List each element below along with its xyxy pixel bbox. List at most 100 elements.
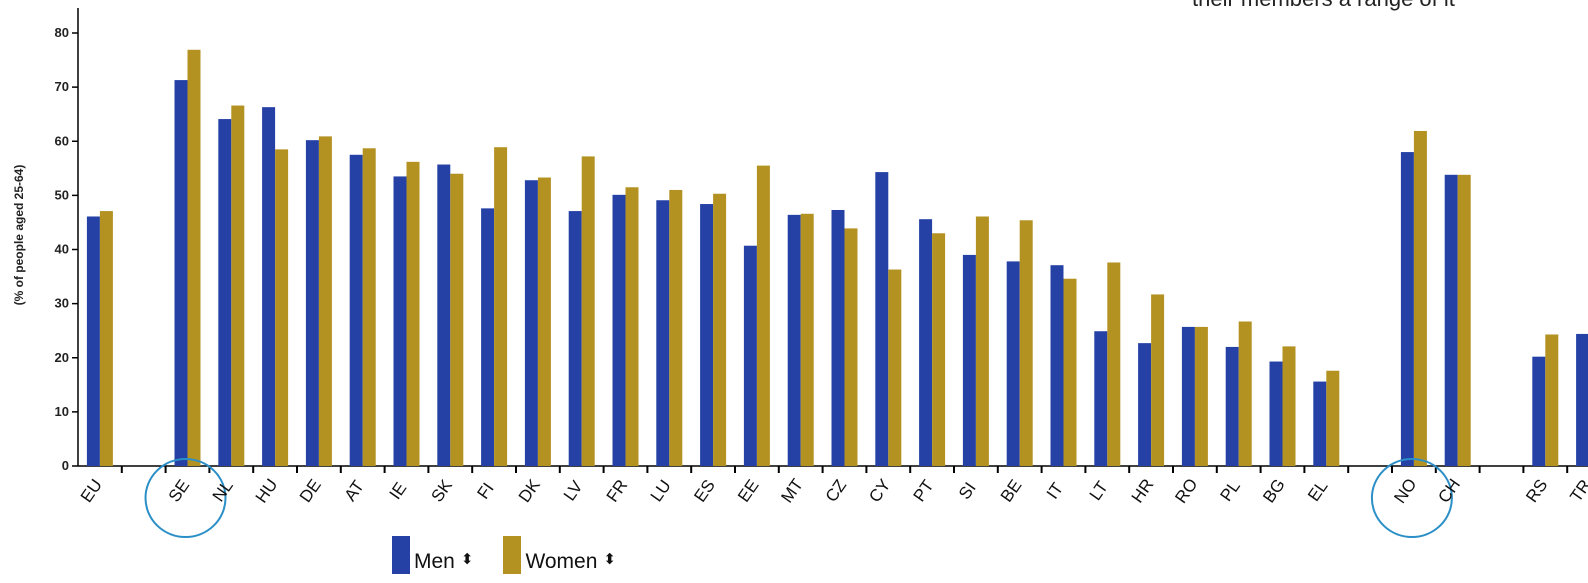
bar-women xyxy=(187,49,201,467)
bar-women xyxy=(1413,130,1427,466)
bar-men xyxy=(1400,152,1414,466)
x-tick-label: SE xyxy=(165,476,194,505)
x-tick-label: ES xyxy=(690,476,719,505)
bar-women xyxy=(625,187,639,466)
bar-women xyxy=(1019,220,1033,466)
x-tick-label: LU xyxy=(647,476,675,505)
bar-women xyxy=(888,269,902,466)
x-tick-label: LV xyxy=(560,477,587,504)
x-tick-label: RS xyxy=(1522,476,1551,506)
bar-men xyxy=(875,172,889,466)
bar-women xyxy=(537,177,551,467)
x-tick-label: CZ xyxy=(822,476,851,505)
bar-men xyxy=(612,194,626,467)
bar-men xyxy=(481,208,495,467)
bar-men xyxy=(700,204,714,466)
bar-men xyxy=(831,209,845,466)
x-tick-label: RO xyxy=(1171,475,1201,507)
y-tick-label: 30 xyxy=(55,296,69,311)
x-tick-label: MT xyxy=(777,475,807,506)
x-tick-label: FI xyxy=(473,479,497,502)
x-tick-label: DK xyxy=(515,475,544,506)
bar-men xyxy=(1269,361,1283,466)
bar-men xyxy=(349,154,363,466)
bar-men xyxy=(1313,381,1327,466)
legend-item-men[interactable]: Men ⬍ xyxy=(392,536,473,574)
bar-men xyxy=(1532,356,1546,466)
bar-men xyxy=(1181,326,1195,466)
bar-men xyxy=(743,245,757,466)
sort-toggle-icon[interactable]: ⬍ xyxy=(603,551,616,568)
bar-women xyxy=(450,173,464,466)
bar-men xyxy=(1225,346,1239,466)
bar-women xyxy=(756,165,770,466)
bar-men xyxy=(568,211,582,466)
highlight-circle xyxy=(144,458,227,538)
bar-men xyxy=(1006,261,1020,466)
x-tick-label: NL xyxy=(209,476,237,505)
women-swatch xyxy=(503,536,522,574)
x-tick-label: EE xyxy=(734,476,763,505)
legend-women-label: Women xyxy=(525,550,598,573)
bar-women xyxy=(318,136,332,466)
x-tick-label: IT xyxy=(1043,479,1067,502)
x-tick-label: CH xyxy=(1434,475,1464,506)
y-tick-label: 40 xyxy=(55,242,69,257)
y-tick-label: 60 xyxy=(55,133,69,148)
bar-men xyxy=(919,219,933,466)
bar-women xyxy=(713,193,727,466)
bar-men xyxy=(1050,265,1064,466)
sort-toggle-icon[interactable]: ⬍ xyxy=(460,551,474,568)
overflow-header-text: their members a range of it xyxy=(1192,0,1455,12)
x-tick-label: IE xyxy=(386,479,411,503)
bar-women xyxy=(231,105,245,466)
bar-men xyxy=(393,176,407,466)
legend-item-women[interactable]: Women ⬍ xyxy=(503,536,616,574)
x-tick-label: EL xyxy=(1304,477,1331,505)
bar-women xyxy=(275,149,289,466)
bar-women xyxy=(1063,278,1077,466)
bar-women xyxy=(1107,262,1121,466)
x-tick-label: BE xyxy=(997,476,1026,505)
bar-men xyxy=(787,214,801,466)
x-tick-label: PL xyxy=(1216,477,1243,505)
bar-women xyxy=(1457,174,1471,466)
bar-women xyxy=(1326,370,1340,466)
x-tick-label: FR xyxy=(603,476,632,505)
legend: Men ⬍ Women ⬍ xyxy=(392,536,616,574)
x-tick-label: CY xyxy=(865,476,894,506)
y-tick-label: 20 xyxy=(55,350,69,365)
bar-women xyxy=(406,161,420,466)
bar-men xyxy=(1444,174,1458,466)
bar-men xyxy=(174,80,188,467)
x-tick-label: NO xyxy=(1390,475,1420,507)
x-tick-label: LT xyxy=(1086,478,1112,504)
bar-women xyxy=(362,148,376,466)
x-tick-label: HR xyxy=(1128,475,1158,506)
bar-women xyxy=(932,233,946,466)
bar-men xyxy=(1138,343,1152,466)
y-tick-label: 0 xyxy=(62,458,69,473)
y-tick-label: 80 xyxy=(55,25,69,40)
bar-women xyxy=(1545,334,1559,466)
bar-men xyxy=(218,119,232,466)
y-tick-label: 70 xyxy=(55,79,69,94)
y-tick-label: 50 xyxy=(55,187,69,202)
bar-men xyxy=(86,216,100,466)
bar-women xyxy=(581,156,595,466)
bar-men xyxy=(262,107,276,467)
bar-men xyxy=(656,200,670,466)
highlight-circle xyxy=(1370,458,1453,538)
bar-women xyxy=(1282,346,1296,466)
bar-men xyxy=(962,254,976,466)
bar-women xyxy=(975,216,989,466)
x-tick-label: HU xyxy=(252,475,282,506)
x-tick-label: SK xyxy=(428,476,457,506)
x-tick-label: DE xyxy=(296,476,325,506)
bar-women xyxy=(494,147,508,467)
x-tick-label: PT xyxy=(910,476,938,505)
bar-women xyxy=(1238,321,1252,466)
bar-women xyxy=(800,213,814,466)
bar-women xyxy=(844,228,858,466)
